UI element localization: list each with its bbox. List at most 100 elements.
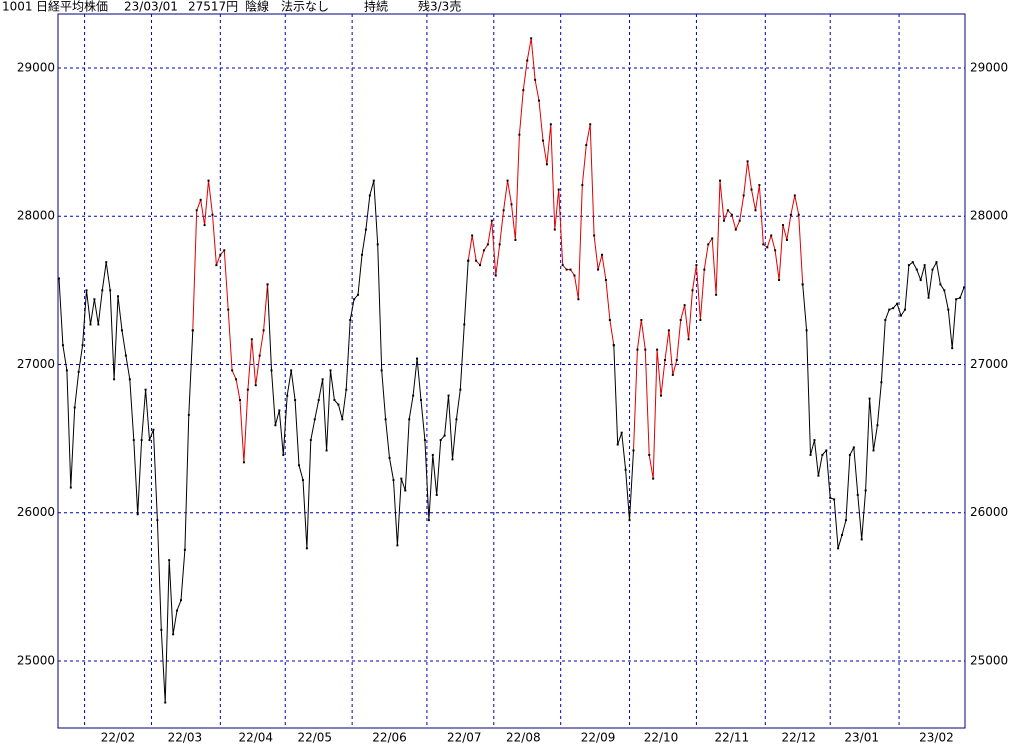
price-point (923, 264, 926, 267)
price-point (211, 213, 214, 216)
price-point (176, 609, 179, 612)
price-point (69, 486, 72, 489)
price-point (821, 453, 824, 456)
price-point (447, 394, 450, 397)
price-point (242, 461, 245, 464)
price-point (329, 369, 332, 372)
price-point (801, 283, 804, 286)
price-point (353, 298, 356, 301)
price-point (148, 439, 151, 442)
price-point (774, 249, 777, 252)
price-point (494, 274, 497, 277)
y2-tick-label: 25000 (970, 653, 1008, 667)
price-point (624, 468, 627, 471)
price-point (947, 308, 950, 311)
price-point (612, 344, 615, 347)
price-point (93, 298, 96, 301)
x-tick-label: 23/01 (844, 731, 879, 745)
price-point (325, 449, 328, 452)
price-point (313, 418, 316, 421)
price-point (384, 418, 387, 421)
x-tick-label: 22/08 (506, 731, 541, 745)
price-point (943, 289, 946, 292)
price-point (656, 348, 659, 351)
x-tick-label: 22/12 (781, 731, 816, 745)
price-point (931, 268, 934, 271)
price-point (955, 298, 958, 301)
price-point (884, 319, 887, 321)
price-point (530, 37, 533, 40)
price-point (179, 599, 182, 602)
price-point (376, 243, 379, 246)
price-point (97, 323, 100, 326)
price-point (730, 213, 733, 216)
price-point (144, 388, 147, 391)
price-point (431, 453, 434, 456)
price-point (526, 59, 529, 62)
price-point (837, 547, 840, 550)
price-point (278, 409, 281, 412)
price-point (907, 264, 910, 267)
price-point (604, 278, 607, 281)
price-point (872, 449, 875, 452)
price-point (239, 399, 241, 402)
price-point (903, 308, 906, 311)
price-point (321, 378, 324, 381)
y2-tick-label: 26000 (970, 505, 1008, 519)
price-point (852, 446, 855, 449)
price-point (766, 246, 769, 249)
price-point (648, 453, 651, 456)
price-point (388, 456, 391, 459)
price-point (557, 188, 560, 191)
price-point (534, 78, 537, 81)
price-point (435, 493, 438, 496)
price-point (915, 268, 918, 271)
remaining: 残3/3売 (418, 0, 461, 14)
price-point (758, 184, 761, 187)
price-point (262, 329, 265, 332)
price-point (360, 253, 363, 256)
x-tick-label: 22/06 (372, 731, 407, 745)
date: 23/03/01 (124, 0, 178, 14)
price-point (61, 344, 64, 347)
price-point (396, 544, 399, 547)
price-point (959, 296, 962, 299)
price-point (679, 319, 682, 321)
price-point (482, 249, 485, 252)
price-point (892, 307, 895, 310)
candle-type: 陰線 (245, 0, 269, 14)
price-point (963, 286, 965, 289)
price-point (195, 209, 198, 212)
price-point (754, 209, 757, 212)
price-point (113, 378, 116, 381)
price-point (848, 453, 851, 456)
price-point (660, 394, 663, 397)
price-point (89, 323, 92, 326)
price-point (404, 489, 407, 492)
price-point (620, 431, 623, 434)
price-point (215, 264, 218, 267)
price-point (565, 268, 568, 271)
price-point (569, 268, 572, 271)
price-point (160, 628, 163, 631)
price-point (715, 293, 718, 296)
price-point (219, 253, 222, 256)
price-point (553, 228, 556, 231)
price-point (124, 354, 127, 357)
price-point (636, 348, 639, 351)
price-point (250, 338, 253, 341)
price-point (408, 418, 411, 421)
price-point (459, 388, 462, 391)
price-point (652, 477, 655, 480)
price-point (691, 289, 694, 292)
price-point (400, 477, 403, 480)
price-point (793, 194, 796, 197)
price-point (223, 249, 226, 252)
x-tick-label: 22/03 (168, 731, 203, 745)
y-tick-label: 29000 (17, 60, 55, 74)
price-point (746, 160, 749, 163)
price-point (235, 378, 238, 381)
price-point (502, 209, 505, 212)
price-point (577, 298, 580, 301)
price-point (545, 163, 548, 166)
